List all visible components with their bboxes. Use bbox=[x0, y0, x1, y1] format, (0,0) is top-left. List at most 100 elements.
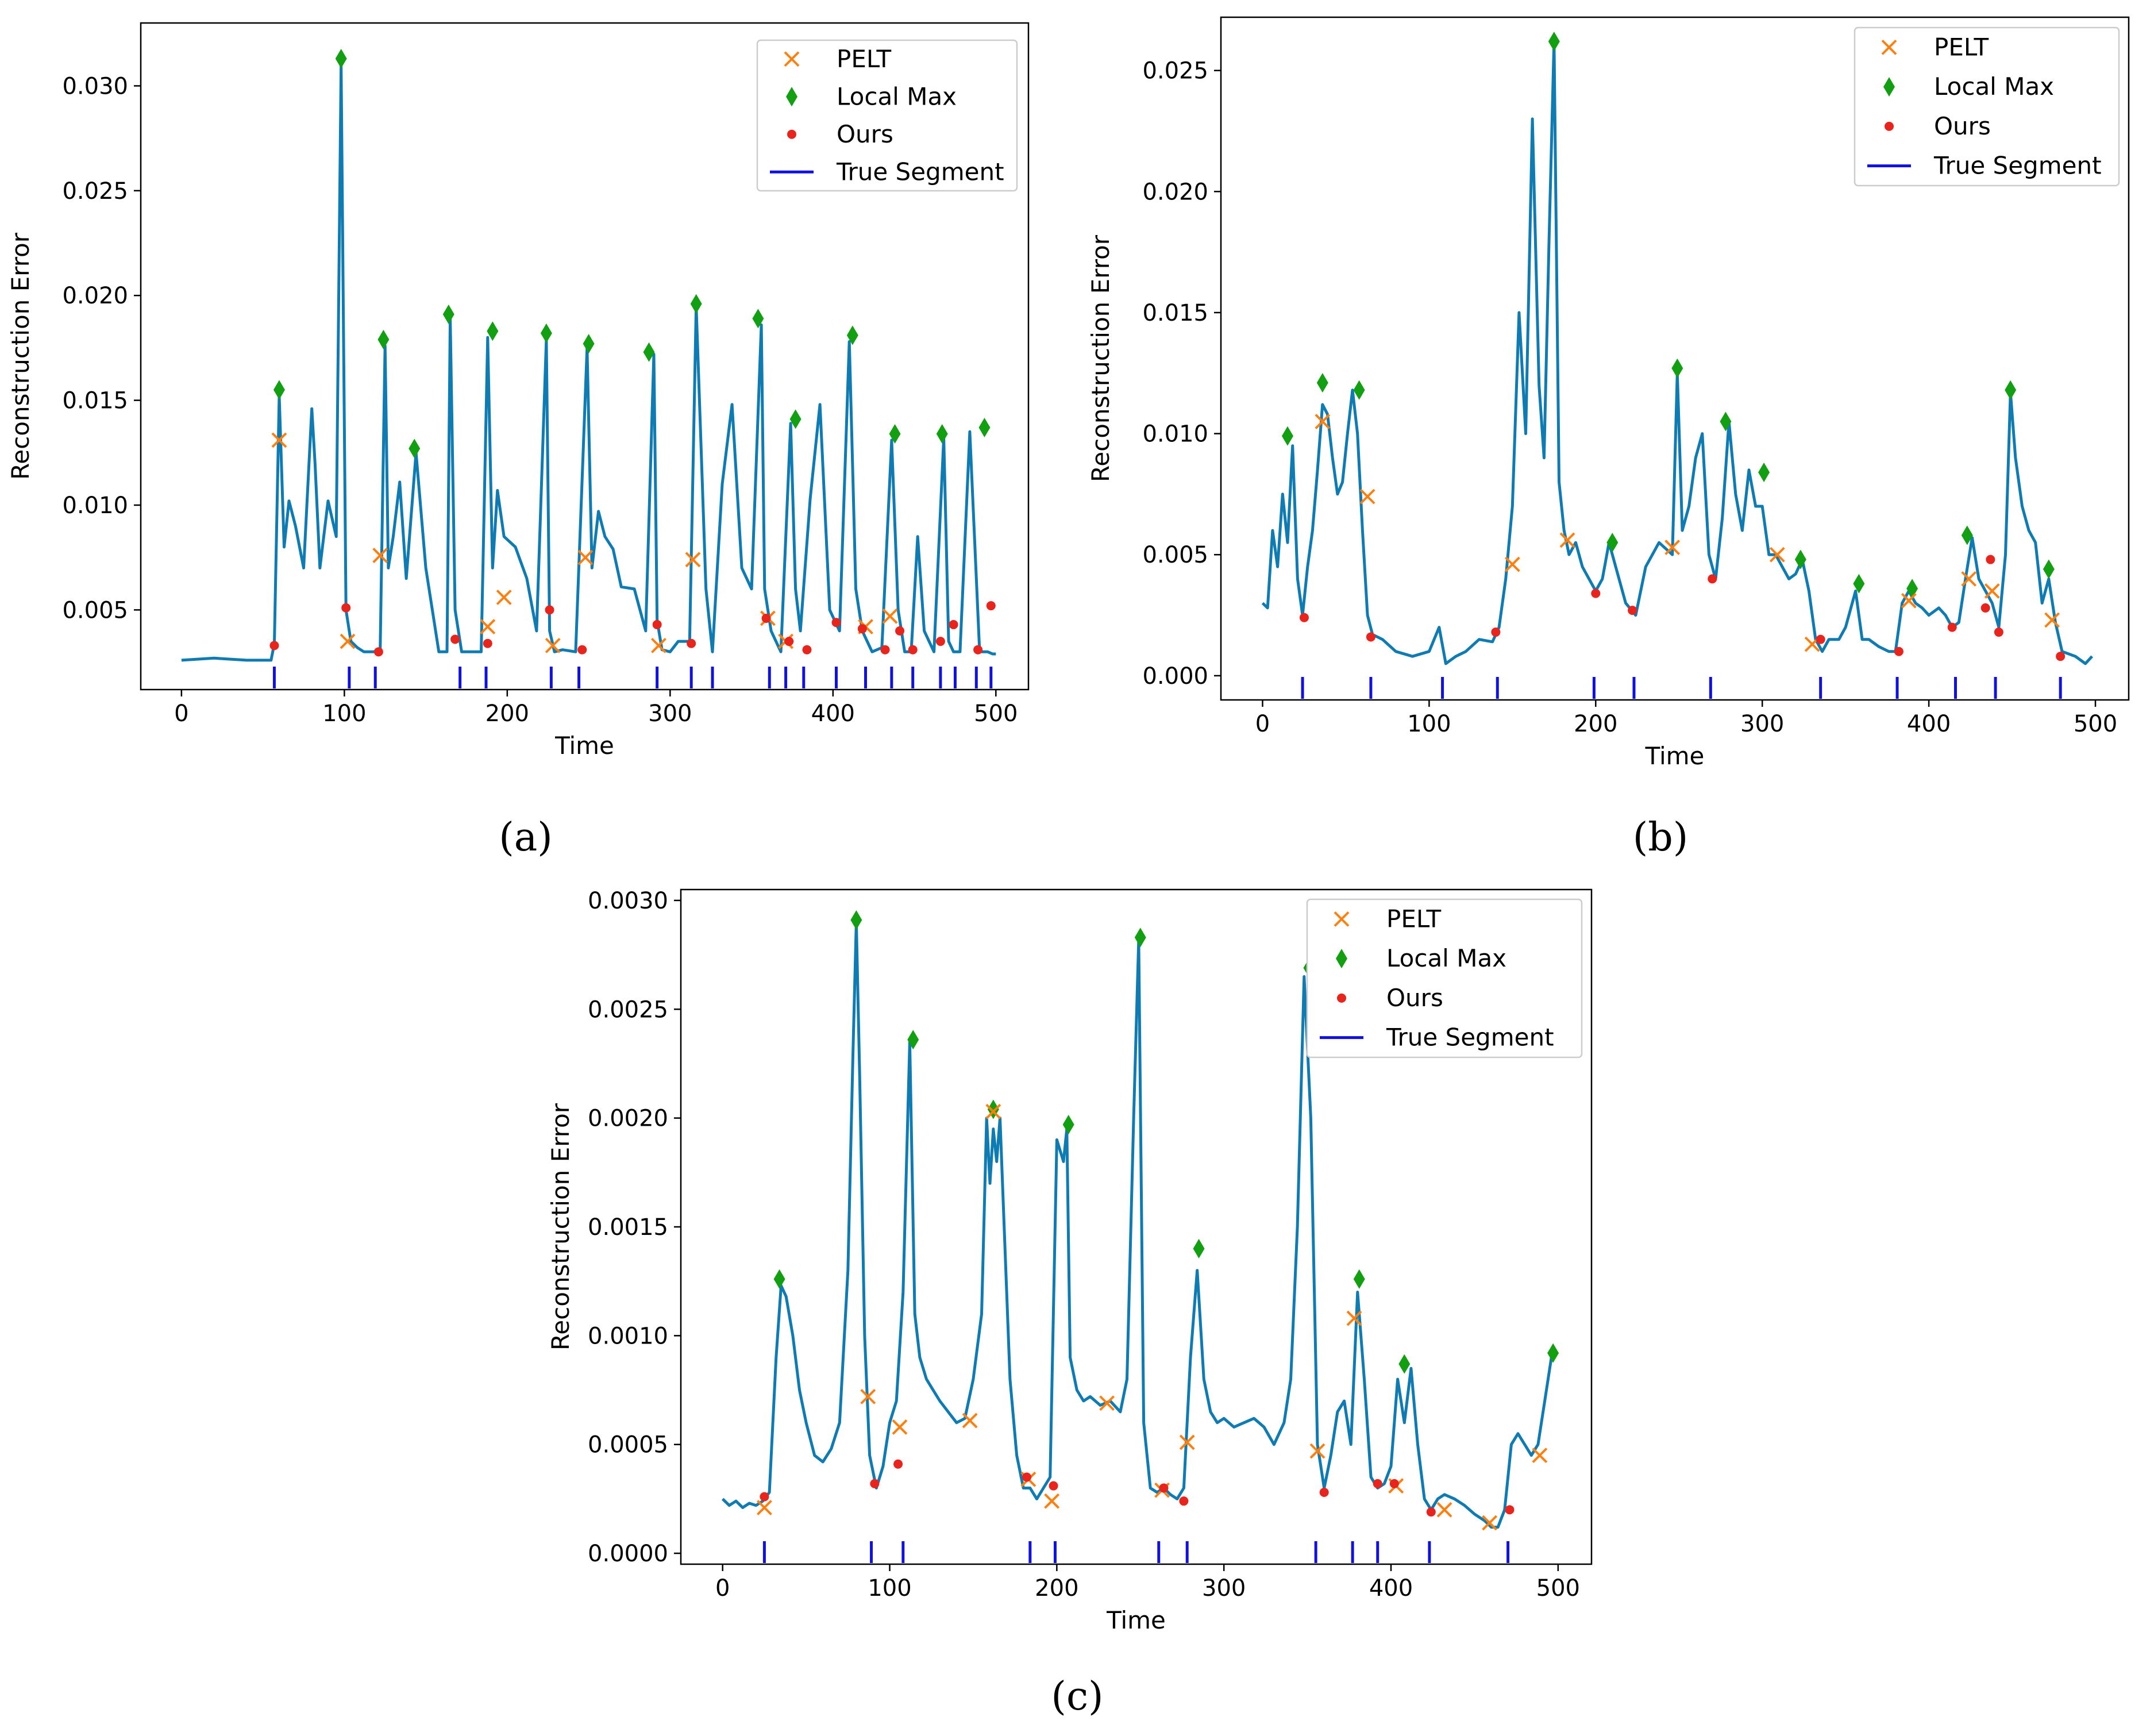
legend-label: Ours bbox=[837, 120, 893, 148]
legend-pelt-symbol bbox=[784, 51, 800, 67]
y-tick-label: 0.0010 bbox=[588, 1323, 668, 1349]
pelt-marker bbox=[271, 432, 287, 448]
local-max-marker bbox=[789, 409, 802, 429]
pelt-marker-stroke bbox=[271, 432, 287, 448]
y-tick-label: 0.020 bbox=[62, 283, 128, 309]
pelt-marker bbox=[860, 1388, 876, 1404]
pelt-marker bbox=[1482, 1515, 1498, 1531]
pelt-marker bbox=[1309, 1443, 1325, 1459]
local-max-marker bbox=[690, 294, 702, 314]
local-max-marker bbox=[1353, 1269, 1365, 1289]
pelt-marker bbox=[1099, 1395, 1115, 1411]
legend-ours-symbol bbox=[1885, 121, 1894, 131]
ours-marker bbox=[1373, 1479, 1382, 1488]
local-max-marker bbox=[1281, 426, 1293, 446]
ours-marker bbox=[986, 601, 996, 611]
pelt-marker-stroke bbox=[685, 552, 701, 568]
x-tick-label: 500 bbox=[2074, 711, 2117, 737]
local-max-marker bbox=[2005, 380, 2017, 400]
x-tick-label: 500 bbox=[1536, 1575, 1580, 1602]
y-tick-label: 0.025 bbox=[1142, 58, 1208, 84]
legend-label: PELT bbox=[837, 45, 891, 73]
local-max-marker bbox=[335, 49, 347, 69]
ours-marker bbox=[1986, 555, 1995, 564]
y-tick-label: 0.030 bbox=[62, 73, 128, 99]
ours-marker bbox=[652, 619, 662, 629]
x-tick-label: 100 bbox=[322, 700, 366, 727]
ours-marker bbox=[761, 613, 771, 623]
pelt-marker bbox=[985, 1103, 1001, 1119]
y-tick-label: 0.015 bbox=[62, 388, 128, 414]
x-tick-label: 400 bbox=[1907, 711, 1951, 737]
local-max-marker bbox=[1398, 1354, 1411, 1374]
local-max-marker bbox=[487, 321, 499, 341]
ours-marker bbox=[1389, 1479, 1399, 1488]
ours-marker bbox=[760, 1492, 769, 1502]
x-tick-label: 200 bbox=[485, 700, 529, 727]
legend-label: Local Max bbox=[1386, 944, 1506, 972]
local-max-marker bbox=[752, 309, 764, 329]
local-max-marker bbox=[1548, 32, 1560, 52]
pelt-marker-stroke bbox=[1482, 1515, 1498, 1531]
legend-label: Local Max bbox=[1934, 72, 2054, 101]
pelt-marker-stroke bbox=[1984, 583, 2000, 599]
legend-box bbox=[1306, 898, 1583, 1058]
legend-label: True Segment bbox=[1933, 152, 2102, 180]
ours-marker bbox=[1159, 1483, 1169, 1493]
x-tick-label: 300 bbox=[648, 700, 692, 727]
x-tick-label: 0 bbox=[1255, 711, 1270, 737]
local-max-marker bbox=[643, 342, 655, 362]
ours-marker bbox=[1022, 1472, 1032, 1482]
y-tick-label: 0.020 bbox=[1142, 179, 1208, 205]
ours-marker bbox=[1049, 1481, 1058, 1491]
local-max-marker bbox=[1062, 1115, 1074, 1135]
ours-marker bbox=[1628, 606, 1637, 615]
ours-marker bbox=[1591, 588, 1601, 598]
plot-frame bbox=[1220, 16, 2130, 701]
pelt-marker bbox=[962, 1412, 978, 1429]
pelt-marker-stroke bbox=[496, 590, 512, 605]
pelt-marker-stroke bbox=[962, 1412, 978, 1429]
pelt-marker bbox=[545, 637, 561, 653]
legend-label: PELT bbox=[1934, 33, 1989, 61]
y-tick-label: 0.010 bbox=[1142, 421, 1208, 448]
pelt-marker-stroke bbox=[480, 619, 496, 634]
ours-marker bbox=[1505, 1505, 1515, 1515]
y-tick-label: 0.0030 bbox=[588, 888, 668, 914]
pelt-marker bbox=[756, 1500, 772, 1515]
pelt-marker-stroke bbox=[651, 637, 666, 653]
panel-caption: (b) bbox=[1633, 815, 1689, 860]
y-tick-label: 0.0015 bbox=[588, 1214, 668, 1241]
x-axis-label: Time bbox=[1645, 742, 1705, 770]
pelt-marker-stroke bbox=[577, 549, 594, 565]
pelt-marker-stroke bbox=[1346, 1310, 1362, 1326]
ours-marker bbox=[973, 645, 983, 655]
ours-marker bbox=[870, 1479, 880, 1488]
x-axis-label: Time bbox=[1106, 1606, 1166, 1634]
pelt-marker bbox=[1436, 1502, 1452, 1518]
local-max-marker bbox=[1353, 380, 1365, 400]
legend-pelt-symbol bbox=[1334, 911, 1350, 927]
pelt-marker-stroke bbox=[340, 633, 356, 649]
pelt-marker-stroke bbox=[892, 1419, 908, 1435]
plot-frame bbox=[140, 22, 1030, 691]
legend-local-max-symbol bbox=[786, 87, 797, 107]
x-tick-label: 300 bbox=[1202, 1575, 1246, 1602]
legend: PELT Local Max Ours True Segment bbox=[756, 39, 1018, 192]
ours-marker bbox=[1319, 1488, 1329, 1498]
ours-marker bbox=[908, 645, 918, 655]
pelt-marker bbox=[1769, 546, 1785, 563]
y-tick-label: 0.0000 bbox=[588, 1541, 668, 1567]
y-tick-label: 0.015 bbox=[1142, 300, 1208, 326]
legend-pelt-stroke bbox=[784, 51, 800, 67]
reconstruction-error-line bbox=[181, 63, 996, 662]
legend-box bbox=[1854, 26, 2120, 187]
local-max-marker bbox=[273, 380, 285, 400]
legend: PELT Local Max Ours True Segment bbox=[1854, 26, 2120, 187]
legend-label: PELT bbox=[1386, 904, 1441, 933]
local-max-marker bbox=[1906, 579, 1918, 599]
local-max-marker bbox=[1671, 358, 1683, 378]
legend-label: Local Max bbox=[837, 82, 957, 110]
ours-marker bbox=[893, 1459, 903, 1469]
x-tick-label: 500 bbox=[974, 700, 1018, 727]
